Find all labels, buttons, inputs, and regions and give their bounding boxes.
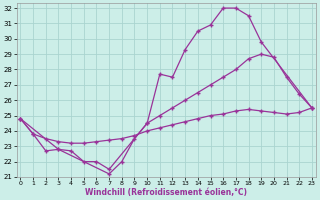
X-axis label: Windchill (Refroidissement éolien,°C): Windchill (Refroidissement éolien,°C) bbox=[85, 188, 247, 197]
